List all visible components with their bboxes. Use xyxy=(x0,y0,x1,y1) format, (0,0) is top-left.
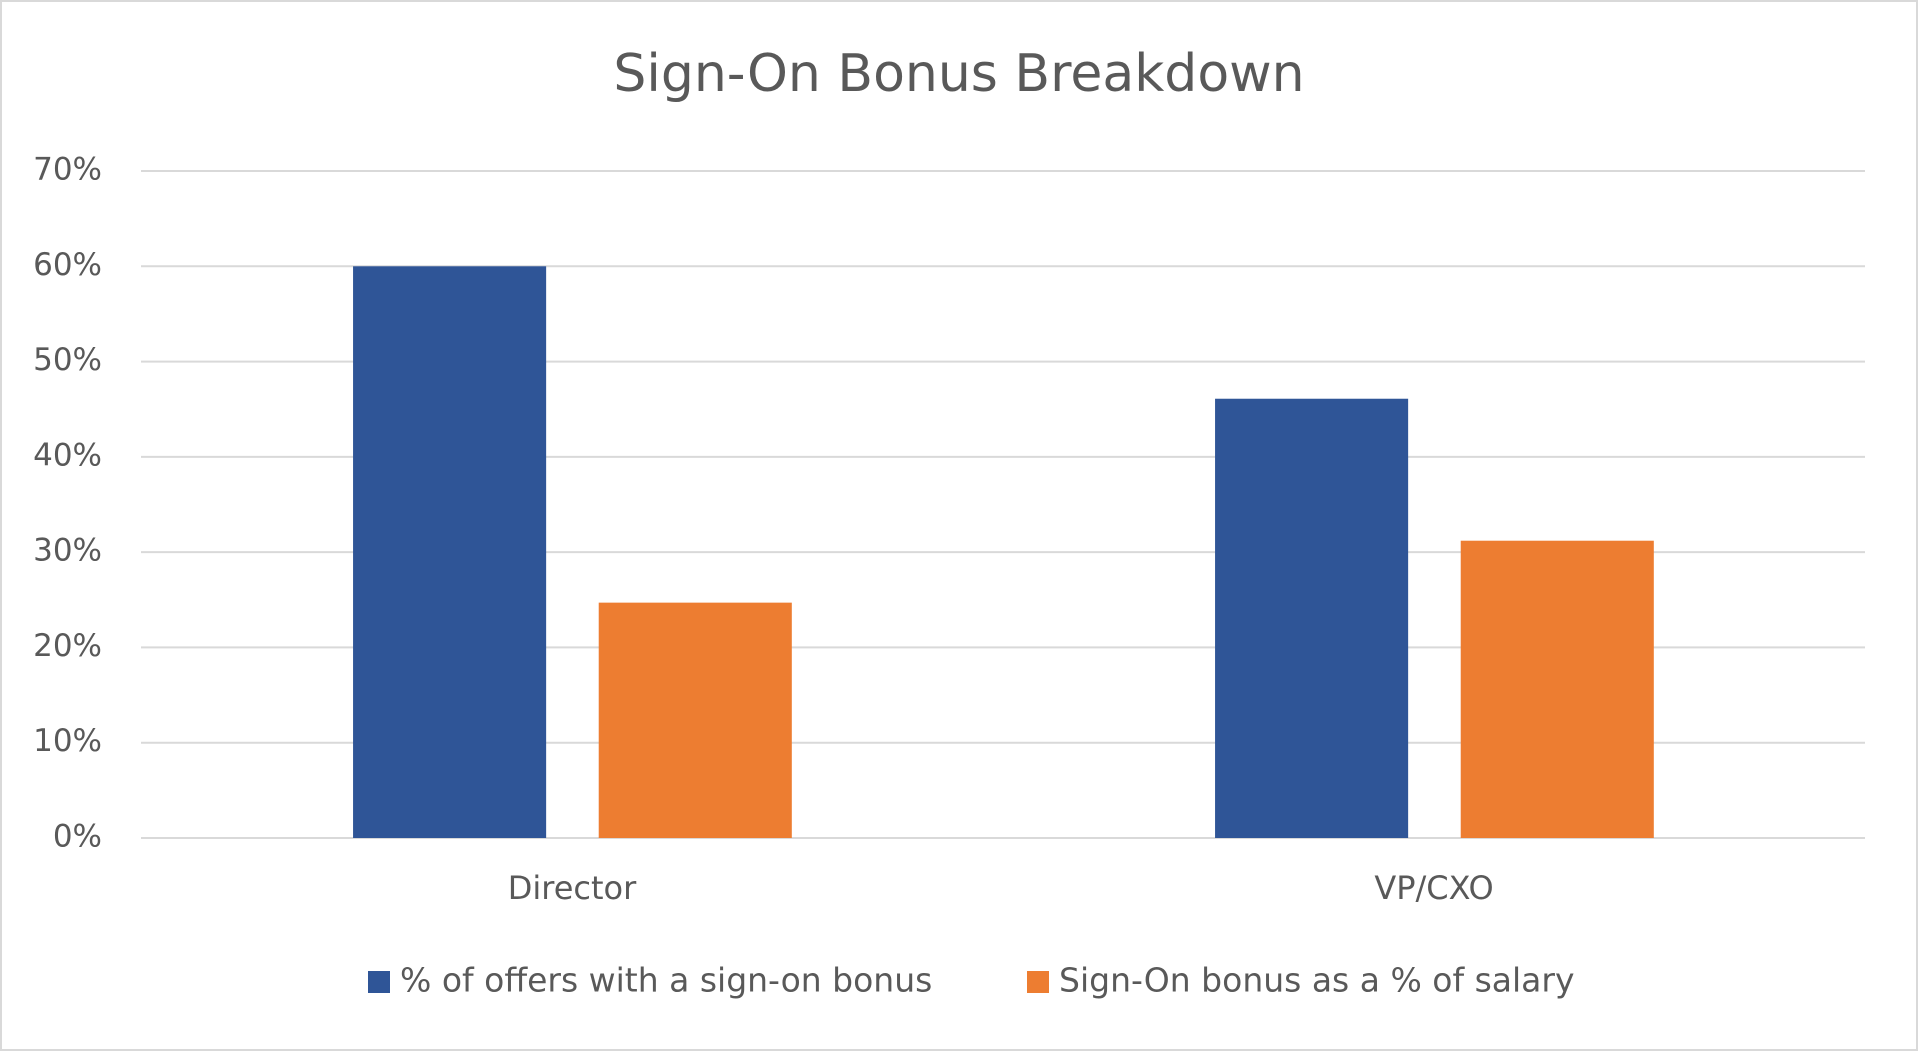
y-tick-label: 20% xyxy=(33,628,102,664)
x-tick-label: VP/CXO xyxy=(1374,869,1493,907)
chart-title: Sign-On Bonus Breakdown xyxy=(613,44,1304,104)
y-tick-label: 10% xyxy=(33,723,102,759)
y-tick-label: 0% xyxy=(53,819,102,855)
y-tick-label: 40% xyxy=(33,437,102,473)
legend-swatch xyxy=(1027,971,1049,993)
bar xyxy=(598,602,792,838)
legend-label: % of offers with a sign-on bonus xyxy=(400,961,932,1000)
bar xyxy=(1460,540,1654,838)
bar xyxy=(1215,398,1409,838)
y-tick-label: 50% xyxy=(33,342,102,378)
bar xyxy=(353,266,547,838)
y-tick-label: 30% xyxy=(33,533,102,569)
y-tick-label: 60% xyxy=(33,247,102,283)
x-tick-label: Director xyxy=(508,869,637,907)
y-tick-label: 70% xyxy=(33,152,102,188)
legend-label: Sign-On bonus as a % of salary xyxy=(1059,961,1575,1000)
legend-swatch xyxy=(368,971,390,993)
